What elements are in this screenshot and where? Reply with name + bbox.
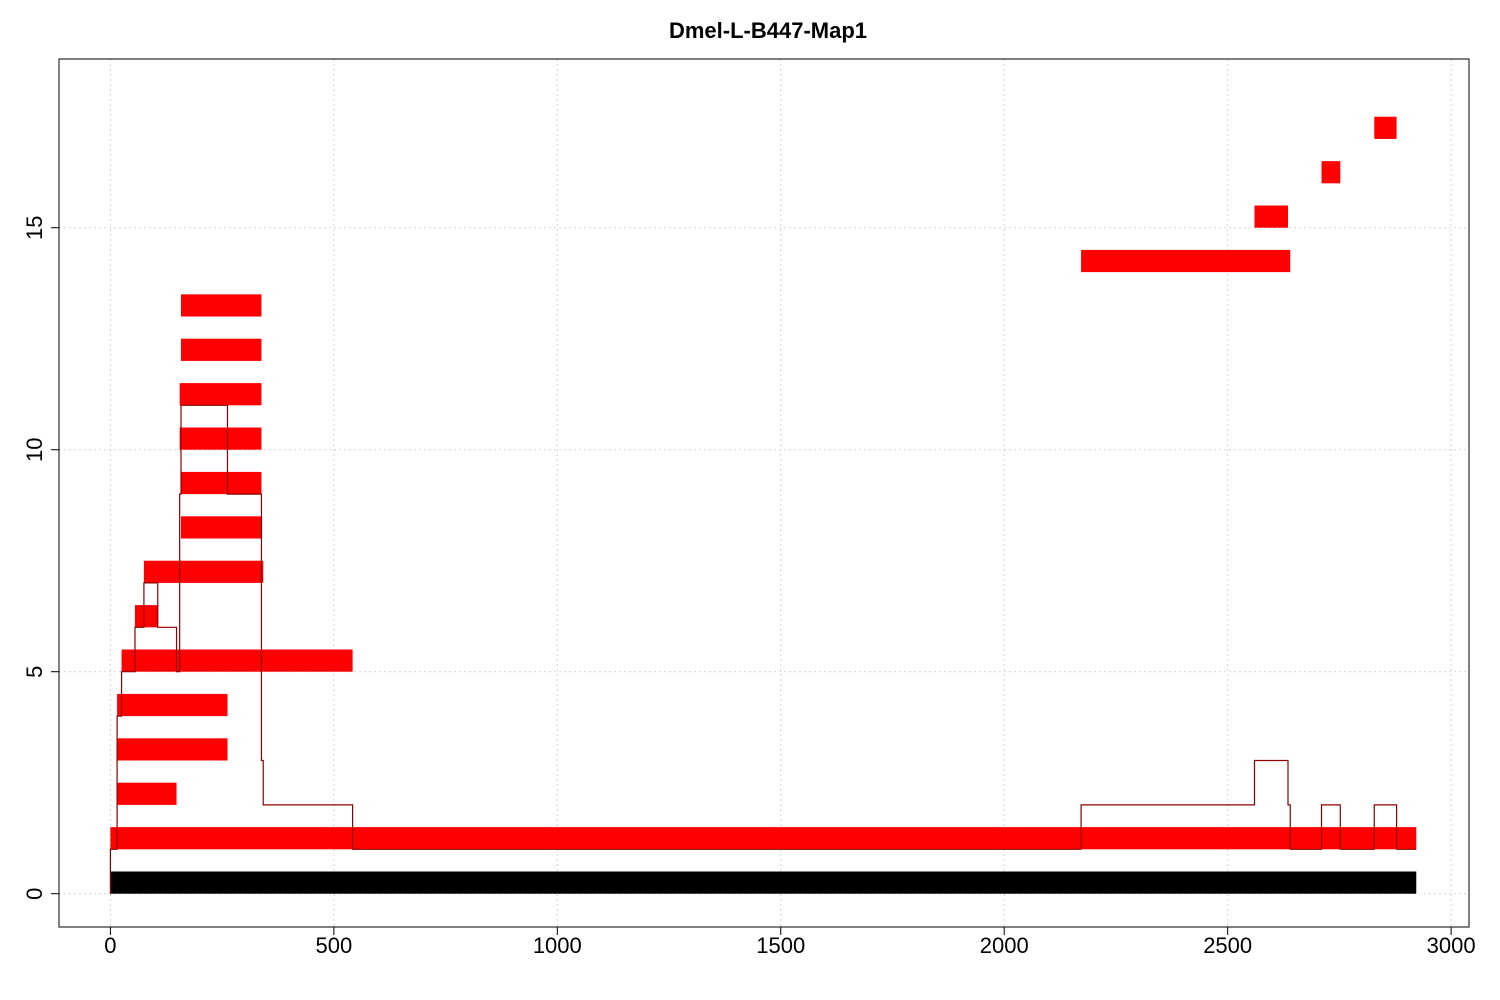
read-bar (110, 827, 1417, 850)
x-tick-label: 2500 (1203, 933, 1252, 958)
x-tick-label: 0 (104, 933, 116, 958)
grid-lines (59, 59, 1469, 927)
read-bar (1374, 116, 1397, 139)
y-tick-label: 5 (22, 666, 47, 678)
y-tick-label: 0 (22, 888, 47, 900)
read-bar (117, 782, 177, 805)
x-tick-label: 1500 (756, 933, 805, 958)
read-bar (179, 427, 262, 450)
read-bar (1254, 205, 1289, 228)
x-tick-label: 2000 (980, 933, 1029, 958)
read-bar (117, 738, 228, 761)
x-tick-label: 3000 (1427, 933, 1476, 958)
read-bar (1081, 249, 1291, 273)
axes: 0 500 1000 1500 2000 2500 3000 0 5 10 15 (22, 58, 1476, 958)
read-bar (117, 693, 228, 717)
read-bar (181, 294, 262, 317)
read-bar (179, 383, 262, 406)
y-tick-label: 10 (22, 437, 47, 461)
plot-frame (58, 58, 1470, 928)
x-tick-label: 500 (315, 933, 352, 958)
read-bar (143, 560, 264, 583)
coverage-line (109, 404, 1417, 894)
read-bar (181, 338, 262, 361)
read-bar (121, 649, 353, 672)
plot-marks (109, 116, 1417, 894)
read-bar (1321, 161, 1341, 184)
read-bar (134, 605, 158, 628)
chart-title: Dmel-L-B447-Map1 (669, 18, 867, 43)
y-tick-label: 15 (22, 215, 47, 239)
read-bar (181, 471, 262, 495)
read-bar (181, 516, 262, 539)
x-tick-label: 1000 (533, 933, 582, 958)
reference-bar (110, 871, 1417, 894)
